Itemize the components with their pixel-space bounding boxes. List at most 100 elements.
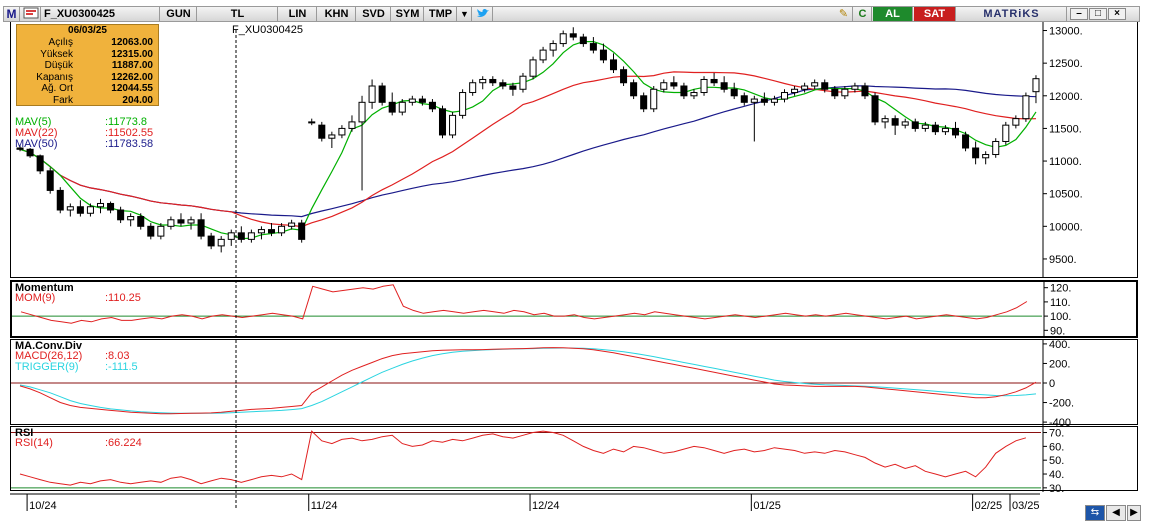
rsi-axis-label: 60. — [1049, 441, 1064, 453]
sell-button[interactable]: SAT — [914, 7, 956, 21]
candle-body — [378, 85, 386, 103]
momentum-chart[interactable]: 120. 110. 100. 90. — [12, 282, 1136, 337]
info-row-wavg: Ağ. Ort 12044.55 — [41, 83, 153, 94]
khn-button[interactable]: KHN — [318, 7, 356, 21]
candle-body — [278, 225, 286, 234]
macd-axis-label: 400. — [1049, 340, 1070, 351]
candle-body — [911, 121, 919, 129]
candle-body — [941, 127, 949, 133]
candle-body — [137, 216, 145, 227]
template-button[interactable]: TMP — [425, 7, 457, 21]
scroll-right-icon[interactable]: ▶ — [1127, 505, 1141, 521]
candle-body — [599, 49, 607, 61]
scale-lin-button[interactable]: LIN — [279, 7, 317, 21]
rsi-axis-label: 70. — [1049, 428, 1064, 440]
scroll-left-icon[interactable]: ◀ — [1106, 505, 1126, 521]
candle-body — [247, 232, 255, 240]
currency-button[interactable]: TL — [198, 7, 278, 21]
info-row-high: Yüksek 12315.00 — [40, 48, 153, 60]
candle-body — [670, 82, 678, 87]
candle-body — [187, 219, 195, 224]
sync-icon[interactable]: ⇆ — [1085, 505, 1105, 521]
mom-axis-label: 100. — [1050, 311, 1071, 323]
candle-body — [267, 229, 276, 234]
candle-body — [801, 85, 809, 90]
candle-body — [368, 85, 376, 103]
candle-body — [328, 134, 336, 139]
close-icon[interactable]: × — [1108, 8, 1126, 20]
rsi-line — [19, 430, 1027, 486]
momentum-panel[interactable]: 120. 110. 100. 90. — [10, 280, 1138, 338]
template-dropdown-icon[interactable]: ▼ — [458, 7, 472, 21]
twitter-icon[interactable] — [473, 7, 493, 21]
rsi-title: RSI — [15, 427, 34, 439]
candle-body — [780, 92, 789, 100]
trigger-line — [19, 347, 1037, 414]
rsi-panel[interactable]: 70. 60. 50. 40. 30. — [10, 426, 1139, 495]
mom-axis-label: 120. — [1050, 283, 1071, 295]
candle-body — [147, 225, 155, 237]
buy-button[interactable]: AL — [873, 7, 913, 21]
candle-body — [338, 127, 346, 136]
legend-mav50: MAV(50):11783.58 — [15, 138, 154, 150]
candle-body — [680, 85, 688, 97]
candle-body — [770, 98, 778, 103]
rsi-chart[interactable]: 70.60. 50. 40. 30. — [11, 427, 1139, 495]
date-axis-svg: 10/24 11/24 12/24 01/25 02/25 03/25 — [10, 493, 1040, 512]
candle-body — [1012, 118, 1020, 126]
candle-body — [1022, 95, 1030, 120]
candle-body — [76, 206, 84, 214]
macd-title: MA.Conv.Div — [15, 340, 83, 352]
crosshair-ticker: F_XU0300425 — [232, 24, 303, 36]
candle-body — [86, 206, 94, 214]
rsi-axis-label: 40. — [1049, 469, 1064, 481]
macd-panel[interactable]: 400. 200. 0 -200. -400 — [10, 339, 1139, 429]
candle-body — [46, 170, 54, 191]
candle-body — [700, 78, 708, 94]
candle-body — [489, 78, 497, 84]
price-axis-label: 12000. — [1049, 91, 1083, 103]
refresh-icon[interactable]: C — [854, 7, 872, 21]
candle-body — [418, 98, 426, 103]
candle-body — [821, 82, 829, 90]
candle-body — [117, 209, 125, 221]
candle-body — [791, 88, 799, 94]
candle-body — [499, 82, 507, 87]
ohlc-info-box: 06/03/25 Açılış 12063.00 Yüksek 12315.00 D… — [16, 24, 159, 106]
macd-chart[interactable]: 400. 200. 0 -200. -400 — [11, 339, 1139, 429]
candle-body — [348, 121, 356, 129]
svd-button[interactable]: SVD — [357, 7, 391, 21]
symbol-picker-icon[interactable] — [21, 7, 41, 21]
price-axis-label: 10500. — [1049, 189, 1083, 201]
price-chart[interactable]: 13000. 12500. 12000. 11500. 11000. 10500. 1000… — [11, 22, 1139, 278]
candle-body — [982, 154, 990, 159]
candle-body — [660, 82, 668, 90]
candle-body — [609, 59, 618, 71]
candle-body — [358, 101, 366, 123]
date-label: 12/24 — [532, 500, 560, 512]
period-button[interactable]: GUN — [161, 7, 197, 21]
candle-body — [811, 82, 819, 87]
candle-body — [972, 147, 980, 159]
candle-body — [257, 229, 265, 234]
candle-body — [1032, 78, 1040, 93]
price-panel[interactable]: 13000. 12500. 12000. 11500. 11000. 10500. 1000… — [10, 22, 1138, 278]
candle-body — [881, 118, 889, 123]
candle-body — [127, 216, 135, 221]
mom-axis-label: 110. — [1050, 297, 1071, 309]
minimize-icon[interactable]: – — [1070, 8, 1088, 20]
momentum-line — [20, 284, 1028, 324]
symbol-field[interactable]: F_XU0300425 — [42, 7, 160, 21]
candle-body — [469, 82, 477, 94]
sym-button[interactable]: SYM — [392, 7, 424, 21]
candle-body — [750, 98, 758, 103]
app-logo: M — [4, 7, 20, 21]
candle-body — [408, 98, 416, 103]
pencil-icon[interactable]: ✎ — [835, 7, 853, 21]
maximize-icon[interactable]: □ — [1089, 8, 1107, 20]
date-label: 11/24 — [311, 500, 338, 512]
candle-body — [620, 69, 628, 84]
legend-trigger: TRIGGER(9):-111.5 — [15, 361, 138, 373]
macd-axis-label: -400 — [1049, 417, 1071, 426]
candle-body — [288, 222, 296, 227]
